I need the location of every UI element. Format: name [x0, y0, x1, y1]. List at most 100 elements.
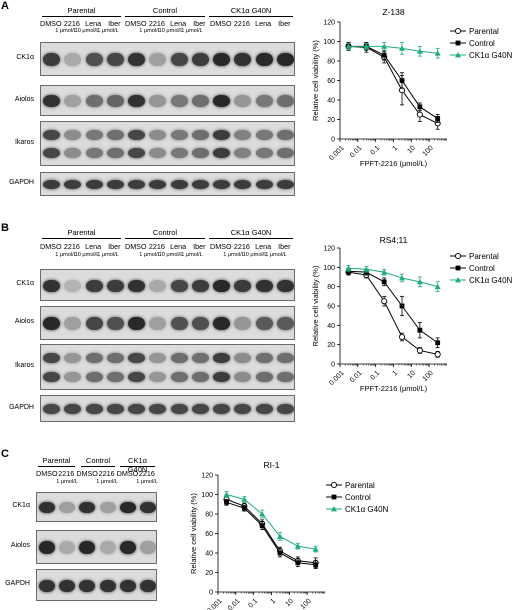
blot-band	[149, 95, 167, 108]
x-tick-label: 1	[391, 370, 399, 378]
data-point	[417, 104, 423, 110]
blot-label: CK1α	[16, 54, 34, 61]
x-tick-label: 1	[269, 598, 277, 606]
blot-band	[213, 317, 231, 331]
blot-band	[128, 130, 146, 140]
blot-band	[149, 279, 167, 292]
group-label: Parental	[67, 228, 96, 237]
blot-band	[106, 130, 124, 140]
blot-band	[139, 502, 156, 514]
blot-band	[43, 353, 61, 364]
lane-label: 2216	[148, 242, 165, 251]
blot-band	[276, 53, 294, 67]
blot-band	[119, 502, 136, 514]
data-point	[435, 340, 441, 346]
blot-band	[149, 130, 167, 140]
concentration-label: 1 μmol/L	[136, 479, 158, 485]
blot-band	[170, 53, 188, 67]
group-label: Parental	[67, 6, 96, 15]
blot-band	[128, 317, 146, 331]
x-tick-label: 0.001	[206, 598, 223, 610]
blot-band	[255, 53, 273, 67]
blot-band	[191, 180, 209, 190]
y-tick-label: 80	[205, 512, 213, 519]
blot-band	[85, 404, 103, 415]
series-line	[348, 45, 438, 124]
blot-band	[234, 130, 252, 140]
blot-band	[276, 180, 294, 190]
chart-title: RS4;11	[380, 235, 408, 245]
blot-band	[85, 53, 103, 67]
group-line	[120, 466, 155, 467]
series-line	[226, 498, 316, 564]
blot-band	[85, 371, 103, 382]
blot-band	[149, 353, 167, 364]
blot-band	[106, 279, 124, 292]
blot-band	[85, 353, 103, 364]
blot-band	[149, 180, 167, 190]
panel-letter-c: C	[1, 448, 9, 460]
group-label: Control	[152, 228, 178, 237]
blot-band	[170, 404, 188, 415]
blot-label: Aiolos	[14, 95, 34, 103]
blot-label: CK1α	[12, 502, 30, 509]
blot-band	[43, 279, 61, 292]
blot-band	[191, 371, 209, 382]
blot-band	[170, 371, 188, 382]
lane-label: DMSO	[125, 242, 147, 251]
blot-band	[64, 317, 82, 331]
concentration-label: 10 μmol/L	[158, 252, 184, 258]
x-tick-label: 0.01	[349, 370, 364, 385]
blot-band	[64, 371, 82, 382]
lane-label: DMSO	[210, 19, 232, 28]
blot-band	[119, 579, 136, 592]
blot-band	[59, 579, 76, 592]
lane-label: DMSO	[210, 242, 232, 251]
blot-band	[191, 95, 209, 108]
blot-band	[149, 53, 167, 67]
lane-label: Iber	[108, 242, 121, 251]
concentration-label: 1 μmol/L	[96, 479, 118, 485]
blot-band	[85, 279, 103, 292]
concentration-label: 1 μmol/L	[139, 252, 161, 258]
blot-band	[234, 371, 252, 382]
legend-label: Parental	[469, 252, 499, 261]
x-tick-label: 0.001	[328, 370, 345, 387]
blot-band	[255, 95, 273, 108]
blot-band	[85, 180, 103, 190]
series-line	[348, 45, 438, 54]
x-axis-label: FPFT-2216 (μmol/L)	[360, 159, 428, 168]
data-point	[295, 560, 301, 566]
lane-label: 2216	[233, 19, 250, 28]
data-point	[381, 279, 387, 285]
blot-label: GAPDH	[9, 403, 34, 411]
blot-band	[85, 95, 103, 108]
y-tick-label: 80	[327, 284, 335, 291]
lane-label: Lena	[85, 242, 102, 251]
blot-band	[64, 130, 82, 140]
y-tick-label: 120	[323, 246, 335, 253]
y-tick-label: 20	[327, 117, 335, 124]
blot-band	[276, 95, 294, 108]
blot-band	[170, 95, 188, 108]
data-point	[434, 351, 441, 358]
legend-label: CK1α G40N	[469, 276, 513, 285]
blot-band	[276, 353, 294, 364]
legend-marker	[455, 265, 461, 271]
blot-image	[36, 492, 157, 522]
data-point	[224, 499, 229, 505]
legend-marker	[331, 506, 337, 512]
y-tick-label: 40	[327, 323, 335, 330]
legend-marker	[454, 27, 462, 35]
blot-band	[255, 353, 273, 364]
group-label: CK1α G40N	[230, 6, 272, 15]
blot-band	[234, 53, 252, 67]
blot-label: Aiolos	[10, 542, 30, 549]
blot-band	[128, 371, 146, 382]
blot-label: Aiolos	[14, 318, 34, 325]
panel-letter-a: A	[1, 0, 9, 12]
series-line	[348, 267, 438, 288]
concentration-label: 1 μmol/L	[97, 252, 119, 258]
blot-band	[213, 53, 231, 67]
data-point	[399, 45, 406, 51]
